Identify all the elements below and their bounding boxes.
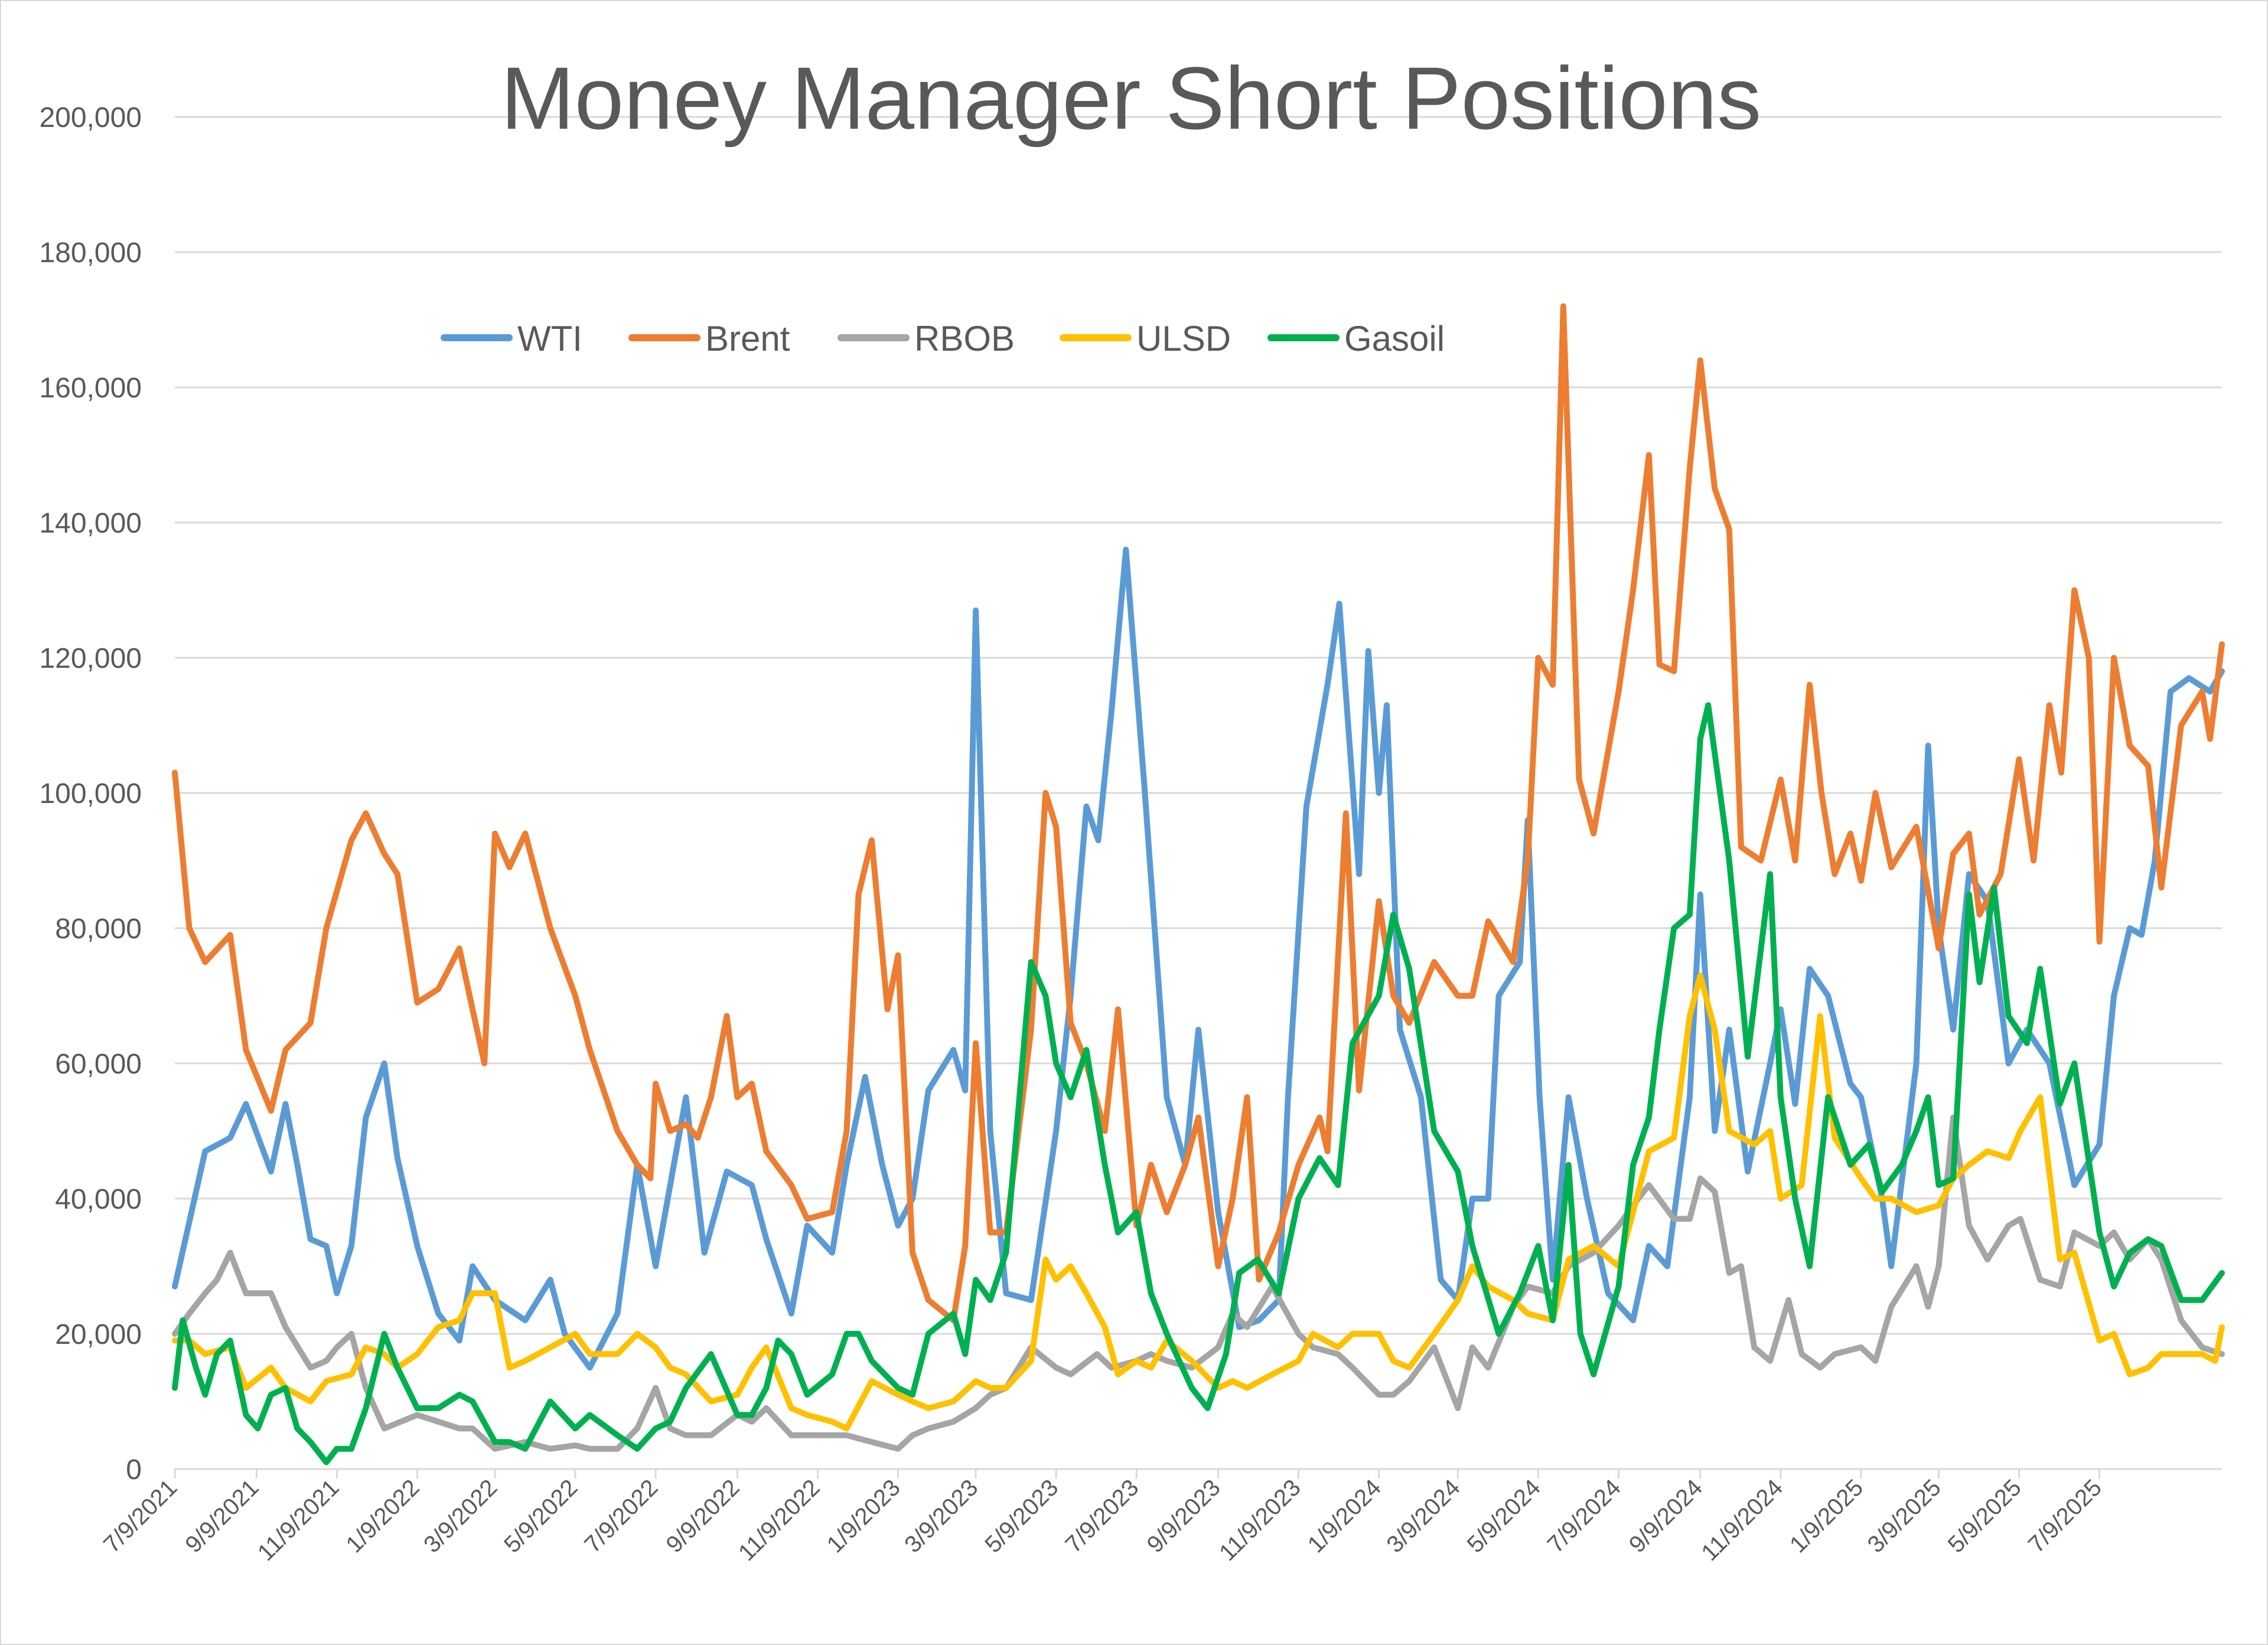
y-tick-label: 60,000 xyxy=(55,1049,142,1080)
x-tick-label: 9/9/2021 xyxy=(180,1474,263,1558)
series-line-gasoil xyxy=(172,702,2225,1466)
x-tick-label: 9/9/2024 xyxy=(1624,1474,1707,1558)
y-tick-label: 200,000 xyxy=(39,102,142,133)
x-tick-label: 9/9/2023 xyxy=(1142,1474,1226,1558)
y-tick-label: 140,000 xyxy=(39,508,142,539)
series-lines xyxy=(172,303,2225,1466)
x-tick-label: 5/9/2022 xyxy=(499,1474,582,1558)
gridlines xyxy=(175,116,2222,1335)
x-tick-label: 3/9/2024 xyxy=(1382,1474,1465,1558)
x-tick-label: 11/9/2024 xyxy=(1696,1474,1788,1566)
x-tick-label: 1/9/2023 xyxy=(822,1474,905,1558)
x-tick-label: 9/9/2022 xyxy=(662,1474,745,1558)
y-tick-label: 40,000 xyxy=(55,1184,142,1215)
x-tick-label: 3/9/2022 xyxy=(419,1474,502,1558)
x-tick-label: 1/9/2024 xyxy=(1303,1474,1386,1558)
y-tick-label: 100,000 xyxy=(39,778,142,810)
y-tick-label: 160,000 xyxy=(39,373,142,404)
legend-label-wti: WTI xyxy=(517,319,582,358)
x-tick-label: 7/9/2025 xyxy=(2023,1474,2107,1558)
x-tick-label: 11/9/2021 xyxy=(253,1474,344,1566)
y-tick-label: 120,000 xyxy=(39,643,142,674)
legend-label-gasoil: Gasoil xyxy=(1344,319,1445,358)
y-tick-label: 20,000 xyxy=(55,1319,142,1350)
series-line-ulsd xyxy=(172,972,2225,1432)
legend-label-ulsd: ULSD xyxy=(1136,319,1231,358)
series-line-brent xyxy=(172,303,2225,1324)
legend-label-rbob: RBOB xyxy=(914,319,1015,358)
x-tick-label: 7/9/2023 xyxy=(1060,1474,1143,1558)
x-tick-label: 1/9/2025 xyxy=(1785,1474,1868,1558)
x-tick-label: 3/9/2023 xyxy=(900,1474,983,1558)
chart-title: Money Manager Short Positions xyxy=(501,48,1761,148)
x-tick-label: 11/9/2022 xyxy=(734,1474,825,1566)
x-tick-label: 1/9/2022 xyxy=(341,1474,425,1558)
y-axis-ticks: 0 20,000 40,000 60,000 80,000 100,000 120,000 1… xyxy=(39,102,142,1486)
series-line-wti xyxy=(172,546,2225,1371)
legend: WTI Brent RBOB ULSD Gasoil xyxy=(441,319,1445,358)
x-tick-label: 5/9/2025 xyxy=(1943,1474,2026,1558)
x-tick-label: 7/9/2022 xyxy=(579,1474,663,1558)
legend-label-brent: Brent xyxy=(705,319,790,358)
x-tick-label: 3/9/2025 xyxy=(1863,1474,1946,1558)
y-tick-label: 180,000 xyxy=(39,237,142,269)
y-tick-label: 0 xyxy=(126,1454,142,1486)
x-axis-ticks: 7/9/20219/9/202111/9/20211/9/20223/9/202… xyxy=(99,1469,2107,1566)
x-tick-label: 11/9/2023 xyxy=(1214,1474,1306,1566)
y-tick-label: 80,000 xyxy=(55,913,142,945)
x-tick-label: 5/9/2024 xyxy=(1462,1474,1546,1558)
x-tick-label: 7/9/2021 xyxy=(99,1474,182,1558)
x-tick-label: 7/9/2024 xyxy=(1543,1474,1626,1558)
series-line-rbob xyxy=(172,1114,2225,1452)
x-tick-label: 5/9/2023 xyxy=(980,1474,1063,1558)
